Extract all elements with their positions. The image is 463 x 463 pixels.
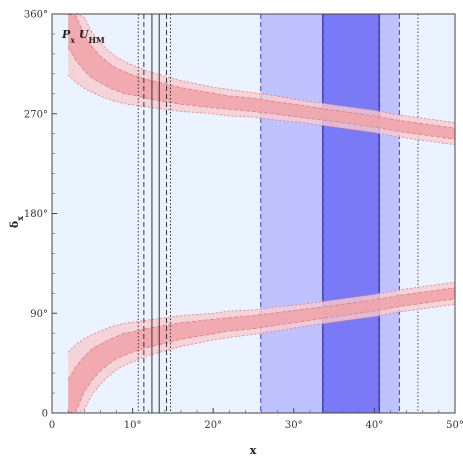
red-inner-edge-lower: [67, 298, 456, 414]
x-tick-label: 50°: [446, 420, 463, 431]
red-outer-band-upper: [68, 14, 455, 145]
blue-band-inner: [322, 14, 380, 413]
y-tick-label: 270°: [24, 109, 48, 120]
plot-tag-u: U: [75, 28, 90, 41]
red-outer-band-lower: [68, 282, 455, 413]
plot-tag-sub2: HM: [89, 35, 106, 45]
y-axis-label: δx: [8, 216, 25, 228]
red-outer-edge-upper: [67, 281, 456, 353]
red-outer-edge-lower: [67, 74, 456, 146]
red-inner-band-upper: [68, 14, 455, 140]
y-axis-label-sub: x: [15, 216, 25, 221]
x-axis-ticks: 0 10° 20° 30° 40° 50°: [49, 408, 463, 431]
y-axis-label-main: δ: [8, 221, 21, 228]
plot-tag-p: P: [61, 28, 71, 41]
red-inner-edge-upper: [67, 13, 456, 129]
x-axis-label: x: [250, 444, 257, 457]
y-axis-ticks: 0 90° 180° 270° 360°: [24, 10, 57, 420]
x-tick-label: 40°: [366, 420, 384, 431]
plot-tag-sub1: x: [69, 35, 75, 45]
red-outer-edge-lower: [68, 304, 456, 414]
plot-tag: Px UHM: [61, 28, 105, 45]
x-tick-label: 0: [49, 420, 55, 431]
y-tick-label: 90°: [30, 309, 48, 320]
x-tick-label: 30°: [285, 420, 303, 431]
y-tick-label: 0: [42, 409, 48, 420]
red-series: [67, 13, 456, 414]
red-inner-band-lower: [68, 287, 455, 413]
red-inner-edge-lower: [67, 47, 456, 140]
x-tick-label: 20°: [204, 420, 222, 431]
blue-bands: [260, 14, 419, 413]
vertical-lines: [137, 14, 171, 413]
x-tick-label: 10°: [124, 420, 142, 431]
red-outer-edge-upper: [68, 13, 456, 123]
y-tick-label: 180°: [24, 209, 48, 220]
red-inner-edge-upper: [67, 287, 456, 381]
y-tick-label: 360°: [24, 10, 48, 21]
